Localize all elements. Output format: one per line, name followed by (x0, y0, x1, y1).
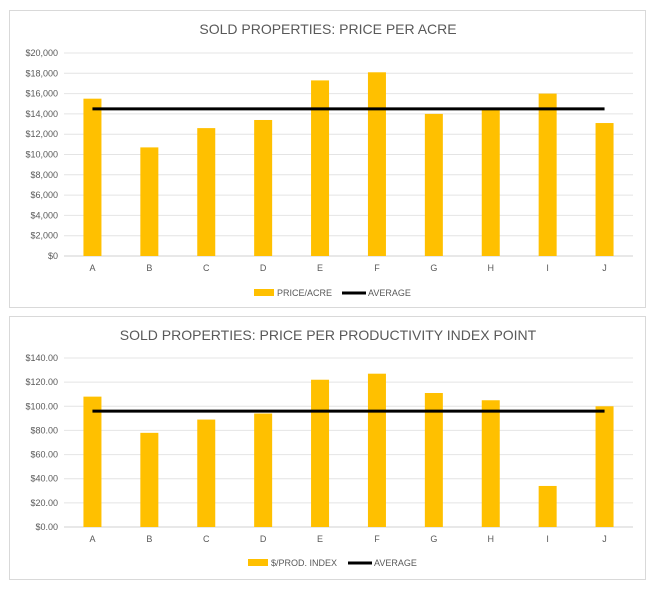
legend-swatch-bar (248, 559, 268, 566)
x-tick-label: H (488, 263, 495, 273)
x-tick-label: I (546, 534, 549, 544)
x-tick-label: C (203, 263, 210, 273)
y-tick-label: $2,000 (30, 231, 58, 241)
x-tick-label: E (317, 263, 323, 273)
legend-label: PRICE/ACRE (277, 288, 332, 298)
bar-H (481, 400, 500, 527)
y-tick-label: $80.00 (30, 425, 58, 435)
bar-J (595, 406, 614, 527)
y-tick-label: $12,000 (25, 129, 58, 139)
y-tick-label: $6,000 (30, 190, 58, 200)
y-tick-label: $8,000 (30, 170, 58, 180)
x-tick-label: A (89, 534, 95, 544)
x-tick-label: H (488, 534, 495, 544)
legend-label: $/PROD. INDEX (271, 558, 337, 568)
x-tick-label: J (602, 534, 607, 544)
chart-price-per-productivity-index: SOLD PROPERTIES: PRICE PER PRODUCTIVITY … (25, 327, 633, 568)
y-tick-label: $20.00 (30, 498, 58, 508)
x-tick-label: E (317, 534, 323, 544)
y-tick-label: $100.00 (25, 401, 58, 411)
bar-D (254, 413, 273, 527)
y-tick-label: $120.00 (25, 377, 58, 387)
legend-label: AVERAGE (368, 288, 411, 298)
y-tick-label: $14,000 (25, 109, 58, 119)
x-tick-label: D (260, 534, 267, 544)
y-tick-label: $4,000 (30, 210, 58, 220)
bar-D (254, 119, 273, 257)
x-tick-label: B (146, 534, 152, 544)
chart-title: SOLD PROPERTIES: PRICE PER PRODUCTIVITY … (120, 327, 537, 343)
bar-G (424, 113, 443, 257)
legend: PRICE/ACRE AVERAGE (254, 288, 411, 298)
bar-A (83, 396, 102, 527)
bar-B (140, 147, 159, 256)
legend-label: AVERAGE (374, 558, 417, 568)
y-tick-label: $20,000 (25, 48, 58, 58)
x-tick-label: J (602, 263, 607, 273)
x-tick-label: G (430, 534, 437, 544)
chart-panel-price-per-pi-point: SOLD PROPERTIES: PRICE PER PRODUCTIVITY … (9, 316, 646, 580)
bar-I (538, 485, 557, 527)
x-tick-label: A (89, 263, 95, 273)
chart-title: SOLD PROPERTIES: PRICE PER ACRE (199, 21, 456, 37)
y-tick-label: $18,000 (25, 68, 58, 78)
x-tick-label: C (203, 534, 210, 544)
y-tick-label: $60.00 (30, 450, 58, 460)
y-tick-label: $0.00 (35, 522, 58, 532)
x-tick-label: D (260, 263, 267, 273)
chart-panel-price-per-acre: SOLD PROPERTIES: PRICE PER ACRE $0 $2,000… (9, 10, 646, 308)
y-tick-label: $40.00 (30, 474, 58, 484)
bar-G (424, 393, 443, 527)
chart-price-per-acre: SOLD PROPERTIES: PRICE PER ACRE $0 $2,000… (25, 21, 633, 298)
bar-C (197, 128, 216, 256)
bar-A (83, 98, 102, 256)
legend: $/PROD. INDEX AVERAGE (248, 558, 417, 568)
y-tick-label: $16,000 (25, 89, 58, 99)
bar-I (538, 93, 557, 256)
bar-H (481, 108, 500, 256)
x-tick-label: G (430, 263, 437, 273)
y-tick-label: $10,000 (25, 150, 58, 160)
bar-C (197, 419, 216, 527)
legend-swatch-bar (254, 289, 274, 296)
bar-E (311, 379, 330, 527)
y-tick-label: $0 (48, 251, 58, 261)
bar-J (595, 123, 614, 256)
x-tick-label: I (546, 263, 549, 273)
bar-E (311, 80, 330, 256)
bar-F (367, 373, 386, 527)
x-tick-label: F (374, 534, 380, 544)
x-tick-label: F (374, 263, 380, 273)
bar-F (367, 72, 386, 256)
y-tick-label: $140.00 (25, 353, 58, 363)
x-tick-label: B (146, 263, 152, 273)
bar-B (140, 432, 159, 527)
